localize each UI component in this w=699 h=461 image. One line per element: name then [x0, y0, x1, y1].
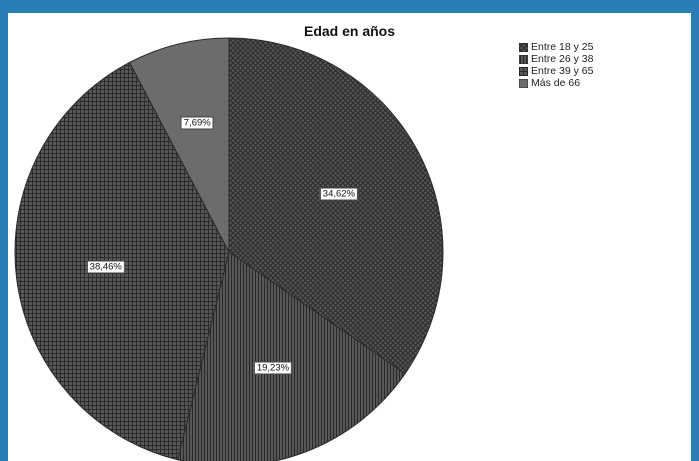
legend-item-entre-18-y-25: Entre 18 y 25 [519, 41, 593, 53]
data-label-entre-39-y-65: 38,46% [86, 260, 125, 274]
pie-slice-entre-18-y-25 [228, 37, 444, 375]
legend-swatch [519, 66, 528, 76]
data-label-mas-de-66: 7,69% [180, 116, 214, 130]
legend-label: Entre 39 y 65 [531, 65, 594, 77]
chart-frame: Edad en años 34,62% 19,23% 38,46% 7,69% Ent… [8, 13, 691, 461]
legend-swatch [519, 78, 528, 88]
chart-title: Edad en años [303, 23, 396, 39]
legend-item-entre-26-y-38: Entre 26 y 38 [519, 53, 593, 65]
legend-swatch [519, 42, 528, 52]
data-label-entre-18-y-25: 34,62% [319, 187, 359, 201]
data-label-entre-26-y-38: 19,23% [253, 361, 293, 375]
legend-item-entre-39-y-65: Entre 39 y 65 [519, 65, 593, 77]
pie-slice-mas-de-66 [128, 37, 230, 253]
legend-swatch [519, 54, 528, 64]
legend-label: Entre 26 y 38 [531, 53, 594, 65]
legend-label: Más de 66 [531, 77, 581, 89]
legend-item-mas-de-66: Más de 66 [519, 77, 593, 89]
pie-slice-entre-26-y-38 [177, 251, 406, 461]
chart-legend: Entre 18 y 25 Entre 26 y 38 Entre 39 y 65 M… [519, 41, 593, 89]
legend-label: Entre 18 y 25 [531, 41, 594, 53]
